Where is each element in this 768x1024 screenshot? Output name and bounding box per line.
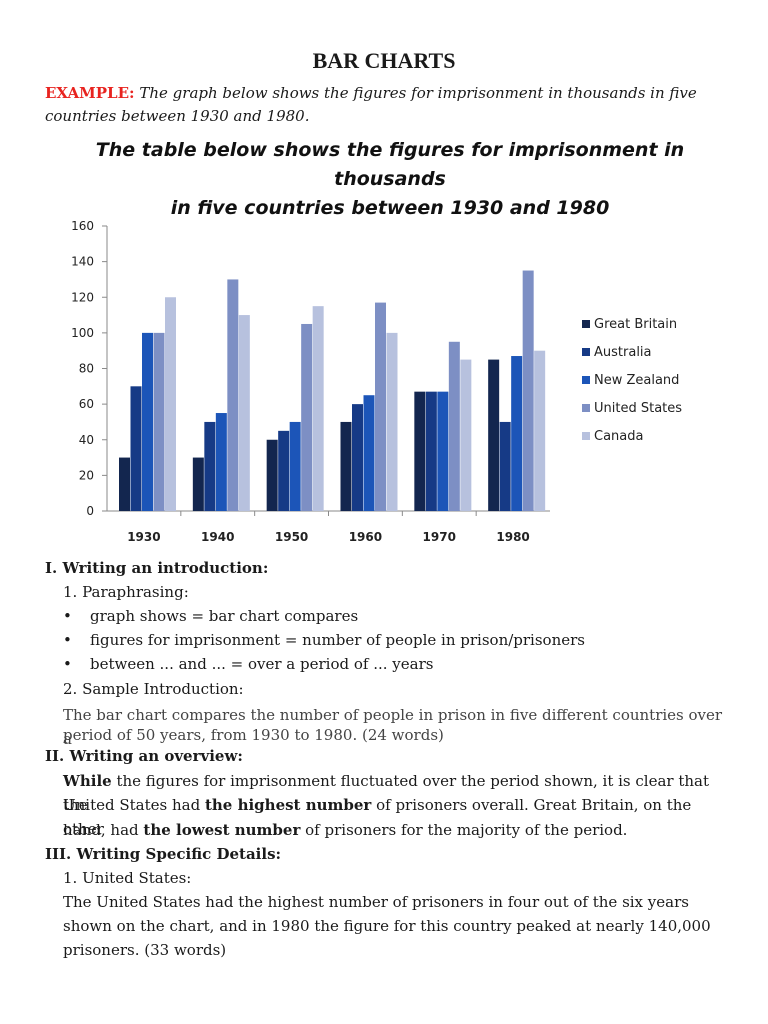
united-states-subheading: 1. United States: [63,869,192,887]
keyword-highest: the highest number [204,796,372,814]
bar [227,279,239,511]
bar [511,356,523,511]
overview-text: United States had [63,796,205,814]
details-line-1: The United States had the highest number… [63,893,689,911]
overview-text: hand, had [63,821,144,839]
y-tick-label: 20 [79,468,94,482]
bar [215,413,227,511]
legend-swatch [582,404,590,412]
bar [312,306,324,511]
bar [386,332,398,511]
bar [340,421,352,511]
legend-swatch [582,320,590,328]
bar [437,391,449,511]
overview-text: the figures for imprisonment fluctuated … [63,772,710,814]
y-tick-label: 80 [79,362,94,376]
legend-label: Canada [594,429,643,444]
bar [142,332,153,511]
x-tick-label: 1960 [349,530,382,544]
x-tick-label: 1940 [201,530,234,544]
y-tick-label: 0 [86,504,94,518]
bar [363,395,375,511]
bar [375,302,386,511]
y-tick-label: 40 [79,433,94,447]
overview-line-1: While the figures for imprisonment fluct… [63,769,733,817]
details-heading: III. Writing Specific Details: [45,845,282,863]
sample-intro-subheading: 2. Sample Introduction: [63,680,244,698]
bar-chart: 160 140 120 100 80 60 40 20 0 1930 1940 1950 1960 197… [71,219,682,544]
y-tick-label: 100 [71,326,94,340]
bar [460,359,472,511]
bar [534,350,546,511]
x-tick-label: 1950 [275,530,308,544]
keyword-lowest: the lowest number [143,821,301,839]
bar [448,341,460,511]
bar [238,315,250,511]
bar [425,391,437,511]
overview-line-2: United States had the highest number of … [63,793,733,841]
intro-heading: I. Writing an introduction: [45,559,269,577]
page-title: BAR CHARTS [312,48,456,73]
y-tick-label: 60 [79,397,94,411]
bar [192,457,204,511]
bullet-icon: • [63,631,72,649]
legend-label: Great Britain [594,317,677,332]
y-tick-label: 140 [71,255,94,269]
x-tick-label: 1970 [423,530,456,544]
bar [352,404,363,511]
bar [499,421,511,511]
y-tick-label: 120 [71,290,94,304]
example-label: EXAMPLE: [45,84,135,102]
overview-text: of prisoners for the majority of the per… [300,821,628,839]
chart-title-line-1: The table below shows the figures for im… [95,139,685,190]
details-line-2: shown on the chart, and in 1980 the figu… [63,917,711,935]
keyword-while: While [63,772,112,790]
bar [130,386,142,511]
bar [119,457,130,511]
legend-swatch [582,348,590,356]
bullet-text: figures for imprisonment = number of peo… [90,631,585,649]
bar [204,421,216,511]
details-line-3: prisoners. (33 words) [63,941,227,959]
sample-intro-line-2: period of 50 years, from 1930 to 1980. (… [63,726,444,744]
bar [414,391,426,511]
overview-text: of prisoners overall. Great Britain, on … [63,796,692,838]
bar [165,297,176,511]
example-text: The graph below shows the figures for im… [45,84,697,125]
overview-heading: II. Writing an overview: [45,747,243,765]
bar [278,430,290,511]
overview-line-3: hand, had the lowest number of prisoners… [63,818,733,842]
chart-title: The table below shows the figures for im… [40,136,740,223]
x-tick-label: 1980 [496,530,529,544]
bullet-icon: • [63,607,72,625]
chart-title-line-2: in five countries between 1930 and 1980 [170,197,610,219]
legend-swatch [582,376,590,384]
bullet-text: graph shows = bar chart compares [90,607,359,625]
legend-label: Australia [594,345,652,360]
bar [488,359,500,511]
legend-label: United States [594,401,682,416]
example-intro: EXAMPLE: The graph below shows the figur… [45,82,725,128]
bar [522,270,534,511]
x-tick-label: 1930 [127,530,160,544]
y-tick-label: 160 [71,219,94,233]
bullet-text: between ... and ... = over a period of .… [90,655,434,673]
sample-intro-line-1: The bar chart compares the number of peo… [63,706,723,748]
bullet-icon: • [63,655,72,673]
bar [266,439,278,511]
paraphrasing-subheading: 1. Paraphrasing: [63,583,189,601]
legend-swatch [582,432,590,440]
bar [289,421,301,511]
legend-label: New Zealand [594,373,679,388]
bar [153,332,165,511]
bar [301,323,313,511]
